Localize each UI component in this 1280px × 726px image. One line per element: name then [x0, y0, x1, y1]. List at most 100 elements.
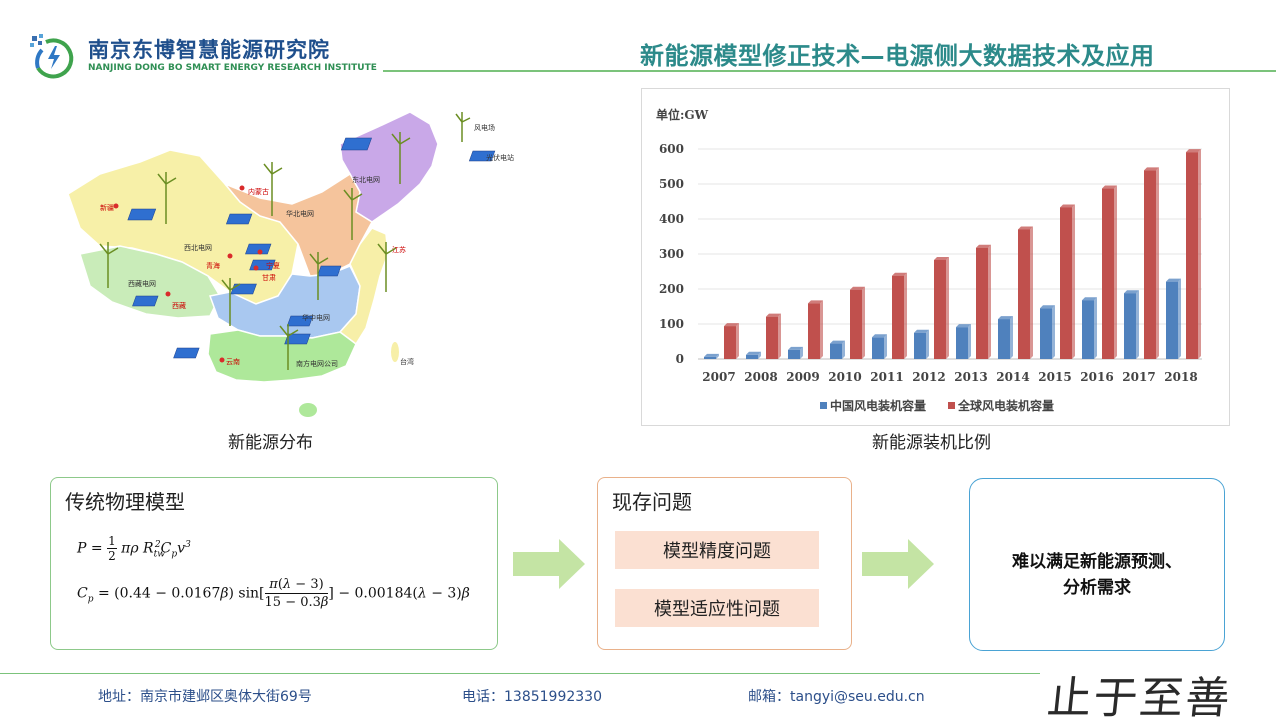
map-label-ningxia: 宁夏 [266, 261, 280, 270]
legend-swatch [820, 402, 827, 409]
china-map-graphic: 风电场 光伏电站 东北电网 内蒙古 新疆 华北电网 西北电网 青海 宁夏 甘肃 … [67, 111, 514, 417]
existing-issues-title: 现存问题 [612, 490, 692, 514]
wind-turbine-icon [221, 278, 241, 326]
chart-xtick-label: 2010 [828, 370, 861, 384]
chart-bar [746, 351, 761, 359]
chart-bar [934, 256, 949, 359]
conclusion-box: 难以满足新能源预测、 分析需求 [969, 478, 1225, 651]
chart-ytick-label: 400 [659, 212, 684, 226]
chart-bar [850, 286, 865, 359]
chart-legend-label: 全球风电装机容量 [957, 398, 1054, 413]
chart-xtick-label: 2009 [786, 370, 819, 384]
chart-ytick-label: 500 [659, 177, 684, 191]
solar-legend-icon [468, 150, 496, 162]
header-divider [383, 70, 1276, 72]
footer-email: 邮箱：tangyi@seu.edu.cn [748, 689, 925, 705]
solar-panel-icon [340, 137, 372, 151]
map-label-gansu: 甘肃 [262, 273, 276, 282]
chart-bar [766, 313, 781, 359]
legend-solar-label: 光伏电站 [486, 153, 514, 162]
chart-ytick-label: 600 [659, 142, 684, 156]
chart-bar [1018, 226, 1033, 359]
issue-accuracy: 模型精度问题 [615, 531, 819, 569]
cp-formula: Cp = (0.44 − 0.0167β) sin[π(λ − 3) 15 − 0… [77, 577, 470, 610]
island-hainan [299, 403, 317, 417]
solar-panel-icon [127, 208, 157, 221]
footer-phone: 电话：13851992330 [462, 689, 602, 705]
chart-ytick-label: 200 [659, 282, 684, 296]
chart-bar [1102, 185, 1117, 359]
conclusion-line-1: 难以满足新能源预测、 [1012, 552, 1182, 572]
map-label-xibei: 西北电网 [184, 243, 212, 252]
wind-turbine-icon [99, 242, 119, 288]
motto-calligraphy: 止于至善 [1044, 673, 1235, 724]
region-east [338, 227, 389, 346]
chart-unit-label: 单位:GW [656, 107, 709, 122]
chart-legend-label: 中国风电装机容量 [830, 398, 926, 413]
traditional-model-title: 传统物理模型 [65, 490, 185, 514]
chart-xtick-label: 2008 [744, 370, 777, 384]
island-taiwan [391, 342, 399, 362]
chart-bar [1144, 167, 1159, 359]
wind-legend-icon [455, 112, 471, 142]
chart-legend-item: 中国风电装机容量 [820, 398, 926, 413]
map-label-yunnan: 云南 [226, 357, 240, 366]
map-label-neimenggu: 内蒙古 [248, 187, 269, 196]
conclusion-line-2: 分析需求 [1063, 578, 1131, 598]
chart-bar [1082, 297, 1097, 359]
chart-bar [956, 324, 971, 359]
chart-caption: 新能源装机比例 [872, 433, 991, 453]
chart-xtick-label: 2017 [1122, 370, 1155, 384]
existing-issues-box: 现存问题 模型精度问题 模型适应性问题 [597, 477, 852, 650]
chart-bar [704, 353, 719, 359]
chart-bar [892, 272, 907, 359]
issue-adaptability: 模型适应性问题 [615, 589, 819, 627]
chart-ytick-label: 0 [676, 352, 684, 366]
chart-xtick-label: 2014 [996, 370, 1029, 384]
capacity-chart: 单位:GW 0 100 200 300 400 500 600 2007 2008 2009 20… [641, 88, 1230, 426]
wind-turbine-icon [263, 162, 283, 216]
map-label-huabei: 华北电网 [286, 209, 314, 218]
region-nanfang [207, 329, 357, 383]
chart-xtick-label: 2013 [954, 370, 987, 384]
map-label-xizang: 西藏 [172, 301, 186, 310]
solar-panel-icon [173, 347, 200, 359]
wind-turbine-icon [377, 242, 397, 292]
chart-bar [808, 300, 823, 359]
chart-xtick-label: 2016 [1080, 370, 1113, 384]
arrow-right-icon [513, 539, 585, 589]
chart-ytick-label: 300 [659, 247, 684, 261]
map-label-huazhong: 华中电网 [302, 313, 330, 322]
china-energy-map: 风电场 光伏电站 东北电网 内蒙古 新疆 华北电网 西北电网 青海 宁夏 甘肃 … [60, 104, 530, 424]
footer-divider [0, 673, 1040, 674]
chart-bar [788, 346, 803, 359]
page-title: 新能源模型修正技术—电源侧大数据技术及应用 [640, 42, 1155, 70]
chart-bar [1060, 204, 1075, 359]
capacity-bar-chart: 单位:GW 0 100 200 300 400 500 600 2007 2008 2009 20… [656, 107, 1202, 413]
wind-turbine-icon [157, 172, 177, 224]
footer-address: 地址：南京市建邺区奥体大街69号 [98, 689, 312, 705]
chart-ytick-label: 100 [659, 317, 684, 331]
map-caption: 新能源分布 [228, 433, 313, 453]
map-label-nanfang: 南方电网公司 [296, 359, 338, 368]
legend-swatch [948, 402, 955, 409]
map-label-dongbei: 东北电网 [352, 175, 380, 184]
org-name-cn: 南京东博智慧能源研究院 [88, 38, 330, 62]
solar-panel-icon [284, 333, 311, 345]
solar-panel-icon [286, 315, 314, 327]
map-label-qinghai: 青海 [206, 261, 220, 270]
chart-bar [976, 244, 991, 359]
institute-logo [28, 32, 78, 80]
chart-bar [830, 340, 845, 359]
map-label-xinjiang: 新疆 [100, 203, 114, 212]
solar-panel-icon [225, 213, 253, 225]
solar-panel-icon [245, 243, 272, 255]
legend-wind-label: 风电场 [474, 123, 495, 132]
solar-panel-icon [317, 265, 342, 277]
chart-bar [1166, 278, 1181, 359]
chart-bar [914, 329, 929, 359]
chart-xtick-label: 2012 [912, 370, 945, 384]
wind-turbine-icon [279, 324, 299, 370]
map-label-xizang-grid: 西藏电网 [128, 279, 156, 288]
